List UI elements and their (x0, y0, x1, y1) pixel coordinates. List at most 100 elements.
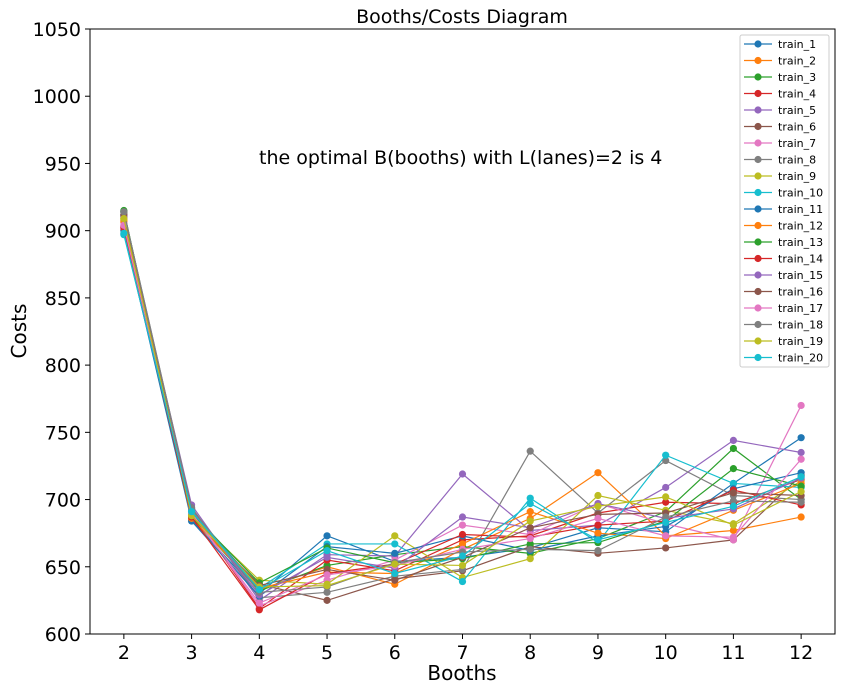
series-train_20 (120, 229, 805, 594)
data-point-train_18-8 (526, 545, 534, 553)
data-point-train_18-9 (594, 547, 602, 555)
x-tick-label: 11 (721, 642, 745, 664)
data-point-train_18-12 (797, 498, 805, 506)
legend-label: train_15 (778, 269, 823, 282)
legend-item-train_14: train_14 (744, 253, 823, 266)
data-point-train_9-6 (391, 532, 399, 540)
data-point-train_10-7 (458, 577, 467, 586)
legend-swatch-marker (754, 287, 762, 296)
data-point-train_19-2 (120, 214, 128, 223)
legend-item-train_8: train_8 (744, 154, 816, 167)
data-point-train_5-10 (662, 483, 670, 492)
data-point-train_5-7 (458, 470, 467, 478)
data-point-train_7-7 (458, 521, 467, 529)
data-point-train_16-5 (323, 565, 331, 574)
data-point-train_20-2 (120, 229, 128, 237)
legend-item-train_5: train_5 (744, 104, 816, 117)
legend-label: train_7 (778, 137, 816, 150)
data-point-train_12-7 (458, 540, 467, 548)
data-point-train_14-4 (255, 606, 263, 614)
data-point-train_18-11 (729, 497, 738, 505)
legend-label: train_20 (778, 352, 823, 365)
data-point-train_17-9 (594, 514, 602, 522)
legend-label: train_8 (778, 154, 816, 167)
data-point-train_17-10 (662, 532, 670, 540)
data-point-train_6-5 (323, 596, 331, 604)
legend-label: train_18 (778, 319, 823, 332)
data-point-train_19-9 (594, 502, 602, 510)
data-point-train_16-6 (391, 576, 399, 584)
data-point-train_4-10 (662, 498, 670, 506)
data-point-train_20-8 (526, 499, 534, 508)
legend-label: train_2 (778, 55, 816, 68)
series-line-train_9 (123, 219, 802, 585)
legend-swatch-marker (754, 337, 762, 345)
x-tick-label: 4 (253, 642, 265, 664)
legend-label: train_6 (778, 121, 816, 134)
data-point-train_9-8 (526, 555, 534, 563)
x-tick-label: 6 (389, 642, 401, 664)
data-point-train_3-11 (729, 444, 738, 453)
x-axis: 2 3 4 5 6 7 8 9 10 11 12 (118, 634, 813, 664)
y-tick-label: 750 (45, 422, 81, 444)
data-point-train_20-12 (797, 473, 805, 481)
data-point-train_10-6 (391, 540, 399, 548)
legend-item-train_18: train_18 (744, 319, 823, 332)
y-tick-label: 600 (45, 624, 81, 646)
y-tick-label: 1050 (33, 19, 81, 41)
legend-label: train_1 (778, 38, 816, 51)
legend-item-train_19: train_19 (744, 335, 823, 348)
x-tick-label: 7 (456, 642, 468, 664)
data-point-train_17-4 (255, 599, 263, 607)
legend-swatch-marker (754, 56, 762, 65)
data-point-train_17-5 (323, 571, 331, 579)
data-point-train_10-8 (526, 494, 534, 502)
x-tick-label: 5 (321, 642, 333, 664)
data-point-train_13-8 (526, 540, 534, 548)
chart-title: Booths/Costs Diagram (356, 6, 568, 28)
legend-swatch-marker (754, 353, 762, 362)
data-point-train_19-12 (797, 487, 805, 496)
data-point-train_15-7 (458, 513, 467, 521)
data-point-train_8-5 (323, 588, 331, 596)
y-tick-label: 900 (45, 221, 81, 243)
data-point-train_17-8 (526, 534, 534, 543)
legend-swatch-marker (754, 73, 762, 81)
legend-swatch-marker (754, 254, 762, 263)
data-point-train_14-7 (458, 530, 467, 539)
data-point-train_19-11 (729, 521, 738, 529)
legend-label: train_14 (778, 253, 823, 266)
data-point-train_18-2 (120, 208, 128, 216)
legend-swatch-marker (754, 139, 762, 147)
data-point-train_13-11 (729, 465, 738, 473)
data-point-train_20-7 (458, 552, 467, 560)
x-tick-label: 2 (118, 642, 130, 664)
data-point-train_5-12 (797, 448, 805, 457)
legend-frame (739, 34, 830, 368)
data-point-train_8-8 (526, 447, 534, 455)
data-point-train_19-8 (526, 517, 534, 525)
series-train_13 (120, 208, 805, 587)
legend-swatch-marker (754, 271, 762, 279)
legend-swatch-marker (754, 172, 762, 180)
legend-swatch-marker (754, 106, 762, 114)
legend-label: train_10 (778, 187, 823, 200)
legend-swatch-marker (754, 188, 762, 197)
data-point-train_2-11 (729, 526, 738, 535)
x-axis-label: Booths (427, 661, 496, 685)
legend-label: train_13 (778, 236, 823, 249)
y-tick-label: 850 (45, 288, 81, 310)
x-tick-label: 8 (524, 642, 536, 664)
legend-item-train_1: train_1 (744, 38, 816, 51)
legend-item-train_15: train_15 (744, 269, 823, 282)
legend-label: train_19 (778, 335, 823, 348)
y-tick-label: 800 (45, 355, 81, 377)
legend-label: train_3 (778, 71, 816, 84)
legend-swatch-marker (754, 320, 762, 329)
plot-area (120, 206, 805, 614)
legend-item-train_10: train_10 (744, 187, 823, 200)
legend-item-train_9: train_9 (744, 170, 816, 183)
data-point-train_11-6 (391, 549, 399, 557)
legend-swatch-marker (754, 155, 762, 164)
